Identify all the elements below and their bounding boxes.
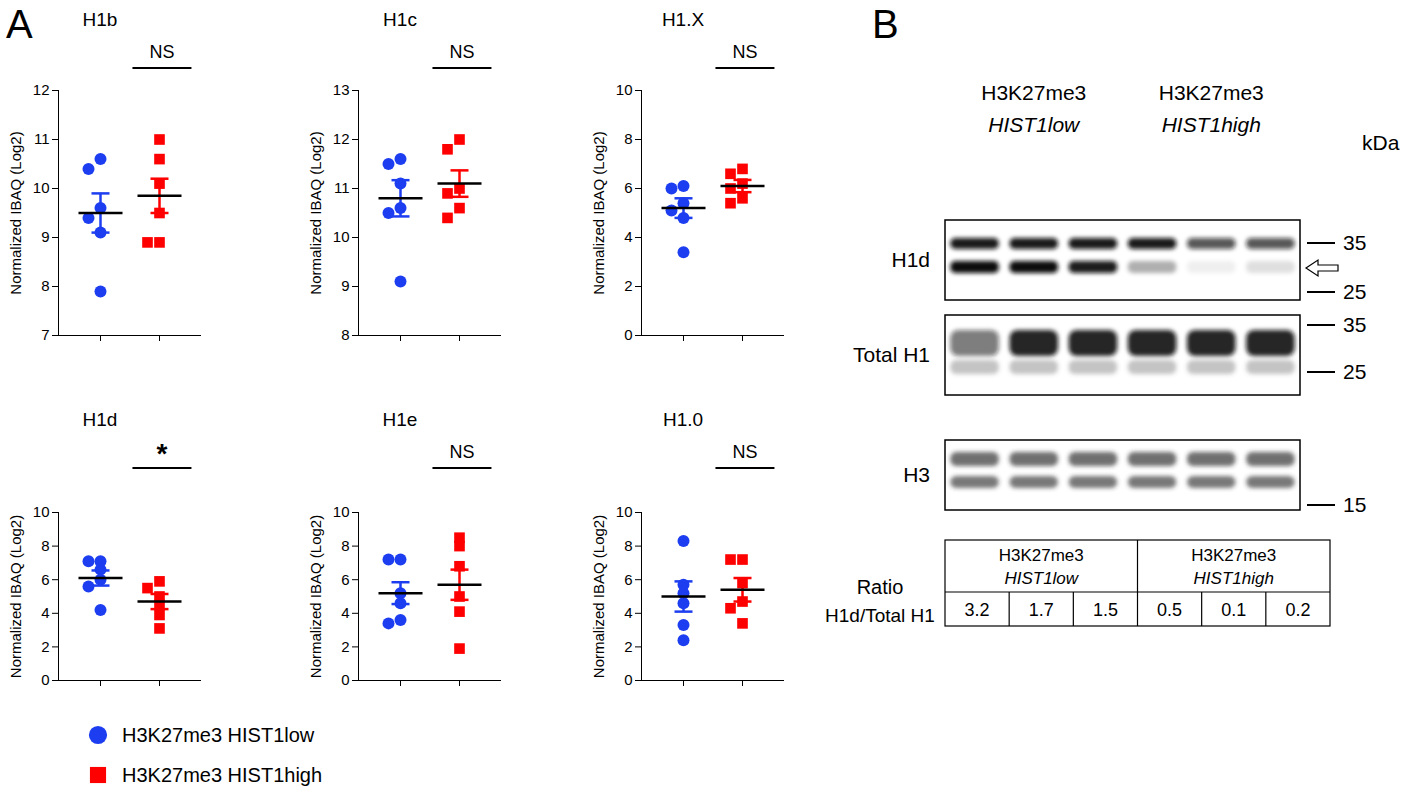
svg-text:HIST1high: HIST1high [1162,113,1261,136]
svg-text:Normalized IBAQ (Log2): Normalized IBAQ (Log2) [7,515,24,678]
svg-text:H3: H3 [903,463,930,486]
svg-text:12: 12 [333,130,350,147]
svg-text:*: * [156,438,167,469]
svg-text:NS: NS [732,42,757,62]
svg-text:10: 10 [616,81,633,98]
svg-text:2: 2 [41,638,49,655]
svg-text:H3K27me3: H3K27me3 [1159,81,1264,104]
svg-text:13: 13 [333,81,350,98]
svg-text:4: 4 [624,228,632,245]
svg-text:Normalized IBAQ (Log2): Normalized IBAQ (Log2) [307,515,324,678]
svg-text:NS: NS [449,42,474,62]
svg-text:2: 2 [341,638,349,655]
svg-text:H1d: H1d [83,409,118,430]
svg-text:10: 10 [33,179,50,196]
svg-text:2: 2 [624,638,632,655]
svg-text:H1c: H1c [383,9,417,30]
svg-text:HIST1low: HIST1low [988,113,1081,136]
svg-text:NS: NS [732,442,757,462]
svg-text:9: 9 [41,228,49,245]
svg-text:Normalized IBAQ (Log2): Normalized IBAQ (Log2) [307,131,324,294]
svg-text:H1b: H1b [83,9,118,30]
svg-text:0: 0 [624,326,632,343]
svg-text:8: 8 [624,130,632,147]
svg-text:7: 7 [41,326,49,343]
svg-text:6: 6 [341,571,349,588]
svg-text:10: 10 [333,228,350,245]
svg-text:B: B [872,2,899,46]
svg-text:11: 11 [34,130,50,147]
svg-text:8: 8 [41,537,49,554]
svg-text:8: 8 [341,537,349,554]
svg-text:Normalized IBAQ (Log2): Normalized IBAQ (Log2) [590,131,607,294]
svg-text:10: 10 [333,503,350,520]
svg-text:Ratio: Ratio [857,576,904,598]
svg-text:11: 11 [334,179,350,196]
svg-text:8: 8 [624,537,632,554]
svg-text:4: 4 [41,604,49,621]
svg-text:9: 9 [341,277,349,294]
svg-text:8: 8 [41,277,49,294]
svg-text:4: 4 [624,604,632,621]
svg-text:Normalized IBAQ (Log2): Normalized IBAQ (Log2) [7,131,24,294]
svg-text:0.5: 0.5 [1157,600,1182,620]
svg-text:12: 12 [33,81,50,98]
svg-text:H3K27me3: H3K27me3 [1191,546,1276,565]
svg-text:0.1: 0.1 [1221,600,1246,620]
svg-text:1.5: 1.5 [1093,600,1118,620]
svg-text:6: 6 [624,571,632,588]
svg-text:0: 0 [41,671,49,688]
svg-text:H1d/Total H1: H1d/Total H1 [825,605,935,626]
svg-text:4: 4 [341,604,349,621]
svg-text:H3K27me3: H3K27me3 [981,81,1086,104]
svg-text:H3K27me3: H3K27me3 [999,546,1084,565]
svg-text:6: 6 [41,571,49,588]
svg-text:H3K27me3 HIST1low: H3K27me3 HIST1low [122,724,315,746]
svg-text:2: 2 [624,277,632,294]
svg-text:0.2: 0.2 [1285,600,1310,620]
svg-text:25: 25 [1343,280,1366,303]
svg-text:35: 35 [1343,313,1366,336]
svg-text:HIST1high: HIST1high [1194,569,1274,588]
svg-text:15: 15 [1343,493,1366,516]
svg-text:H3K27me3 HIST1high: H3K27me3 HIST1high [122,764,322,786]
svg-text:A: A [6,2,33,46]
svg-text:6: 6 [624,179,632,196]
svg-text:10: 10 [33,503,50,520]
svg-text:H1d: H1d [891,248,930,271]
svg-text:25: 25 [1343,360,1366,383]
svg-text:NS: NS [149,42,174,62]
svg-text:HIST1low: HIST1low [1004,569,1079,588]
svg-text:10: 10 [616,503,633,520]
svg-text:0: 0 [624,671,632,688]
svg-text:H1e: H1e [383,409,418,430]
svg-text:Total H1: Total H1 [853,343,930,366]
svg-text:Normalized IBAQ (Log2): Normalized IBAQ (Log2) [590,515,607,678]
svg-text:3.2: 3.2 [965,600,990,620]
svg-text:0: 0 [341,671,349,688]
svg-text:H1.0: H1.0 [663,409,703,430]
svg-text:8: 8 [341,326,349,343]
svg-text:NS: NS [449,442,474,462]
svg-text:35: 35 [1343,231,1366,254]
svg-text:1.7: 1.7 [1029,600,1054,620]
svg-text:kDa: kDa [1362,131,1400,154]
svg-text:H1.X: H1.X [662,9,705,30]
